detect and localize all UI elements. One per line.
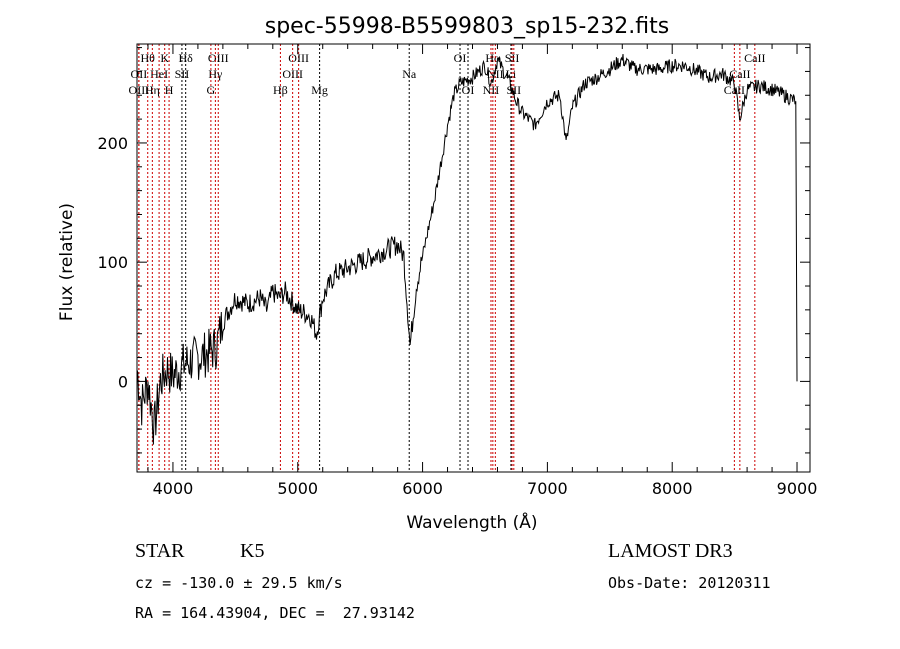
y-tick-label: 200 (97, 134, 128, 153)
x-tick-label: 4000 (153, 479, 194, 498)
spectral-line-label: SII (505, 51, 520, 65)
spectral-line-label: Hθ (141, 51, 156, 65)
spectral-line-label: OIII (288, 51, 309, 65)
spectral-line-label: OI (462, 83, 475, 97)
spectral-line-label: SII (175, 67, 190, 81)
spectral-line-label: G (207, 83, 216, 97)
spectral-line-label: Hδ (179, 51, 194, 65)
spectral-line-label: OIII (282, 67, 303, 81)
object-class: STAR (135, 540, 185, 562)
axes: 4000 5000 6000 7000 8000 9000 0 100 200 (97, 43, 818, 498)
spectral-line-label: Hη (145, 83, 160, 97)
spectral-line-label: NII (483, 83, 500, 97)
x-tick-label: 8000 (652, 479, 693, 498)
spectral-line-label: Na (402, 67, 417, 81)
spectral-line-label: Mg (311, 83, 328, 97)
spectral-line-label: Hβ (273, 83, 288, 97)
y-tick-label: 100 (97, 253, 128, 272)
spectrum-line (136, 53, 798, 445)
object-subclass: K5 (240, 540, 265, 562)
y-axis-label: Flux (relative) (57, 203, 77, 321)
x-tick-label: 6000 (402, 479, 443, 498)
survey-name: LAMOST DR3 (608, 540, 733, 562)
plot-frame (136, 43, 811, 473)
spectral-line-label: K (160, 51, 169, 65)
spectral-line-label: OIII (208, 51, 229, 65)
redshift-cz: cz = -130.0 ± 29.5 km/s (135, 574, 343, 592)
spectral-line-label: H (165, 83, 174, 97)
x-tick-label: 5000 (277, 479, 318, 498)
y-tick-label: 0 (118, 372, 128, 391)
x-tick-label: 7000 (527, 479, 568, 498)
spectral-line-label: HeI (150, 67, 168, 81)
ra-dec: RA = 164.43904, DEC = 27.93142 (135, 604, 415, 622)
obs-date: Obs-Date: 20120311 (608, 574, 771, 592)
spectral-line-label: OIII (129, 83, 150, 97)
spectral-line-label: OI (454, 51, 467, 65)
spectral-line-label: CaII (744, 51, 765, 65)
x-axis-label: Wavelength (Å) (406, 511, 537, 533)
spectral-line-label: Hγ (208, 67, 223, 81)
chart-title: spec-55998-B5599803_sp15-232.fits (265, 14, 670, 39)
x-tick-label: 9000 (777, 479, 818, 498)
spectral-line-label: Li (506, 67, 517, 81)
